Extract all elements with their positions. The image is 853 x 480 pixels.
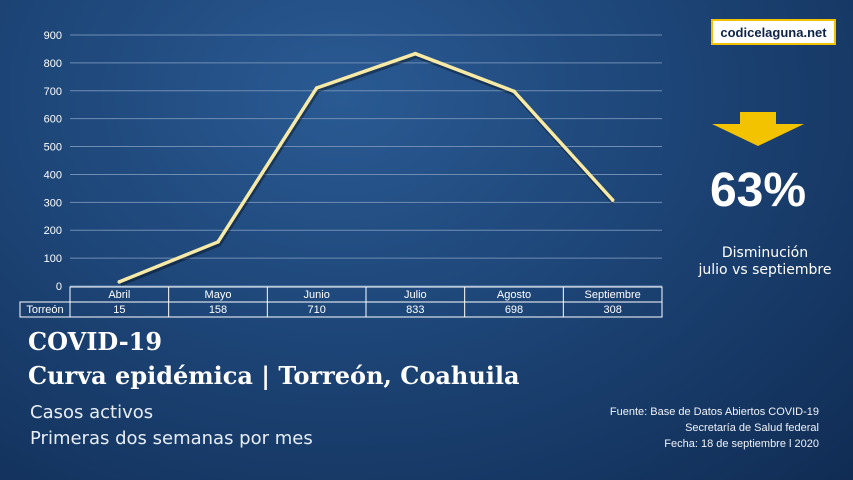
source-line-1: Fuente: Base de Datos Abiertos COVID-19 <box>609 406 819 418</box>
y-tick-label: 100 <box>44 253 62 265</box>
x-tick-label: Abril <box>108 289 130 301</box>
y-tick-label: 300 <box>44 197 62 209</box>
data-point <box>216 240 220 244</box>
source-note: Fuente: Base de Datos Abiertos COVID-19 … <box>610 404 819 452</box>
period-label: Primeras dos semanas por mes <box>30 428 313 449</box>
data-point <box>610 198 615 202</box>
x-tick-label: Agosto <box>497 289 531 301</box>
x-tick-label: Mayo <box>205 289 232 301</box>
y-tick-label: 200 <box>44 225 62 237</box>
source-line-3: Fecha: 18 de septiembre l 2020 <box>664 438 819 450</box>
percent-change: 63% <box>709 164 807 217</box>
table-value: 710 <box>307 304 325 316</box>
page-subtitle: Curva epidémica | Torreón, Coahuila <box>28 361 520 390</box>
x-tick-label: Septiembre <box>585 289 641 301</box>
decrease-label-line1: Disminución <box>721 245 809 261</box>
table-value: 158 <box>209 304 227 316</box>
brand-badge[interactable]: codicelaguna.net <box>711 19 836 45</box>
table-value: 698 <box>505 304 523 316</box>
table-data-row <box>19 301 663 318</box>
y-tick-label: 700 <box>44 86 62 98</box>
decrease-label: Disminución julio vs septiembre <box>690 245 840 279</box>
x-tick-label: Junio <box>304 289 330 301</box>
page-title: COVID-19 <box>28 327 163 356</box>
data-point <box>117 280 122 284</box>
y-tick-label: 900 <box>44 30 62 42</box>
data-point <box>314 86 319 90</box>
source-line-2: Secretaría de Salud federal <box>685 422 819 434</box>
x-tick-label: Julio <box>404 289 427 301</box>
table-series-label: Torreón <box>26 304 63 316</box>
series-line-shadow <box>119 53 616 287</box>
series-line-torreon <box>117 51 615 284</box>
data-point <box>512 89 516 94</box>
metric-label: Casos activos <box>30 402 154 423</box>
y-tick-label: 400 <box>44 169 62 181</box>
y-tick-label: 600 <box>44 114 62 126</box>
decrease-label-line2: julio vs septiembre <box>698 262 832 278</box>
y-tick-label: 500 <box>44 142 62 154</box>
down-arrow-icon <box>712 112 804 146</box>
y-tick-label: 0 <box>56 281 62 293</box>
table-value: 308 <box>603 304 621 316</box>
y-tick-label: 800 <box>44 58 62 70</box>
data-point <box>413 51 418 56</box>
table-value: 15 <box>113 304 125 316</box>
table-value: 833 <box>406 304 424 316</box>
